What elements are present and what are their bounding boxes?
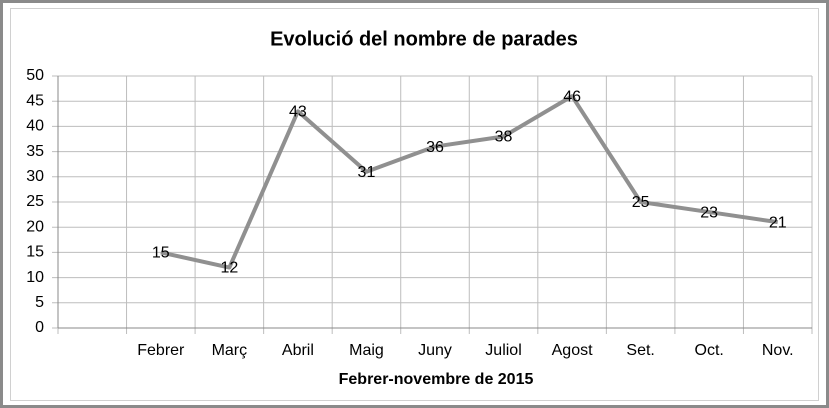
x-tick-label: Nov. [762, 342, 794, 359]
y-tick-label: 50 [26, 67, 44, 84]
chart-area [10, 8, 819, 401]
data-label: 25 [632, 194, 650, 211]
x-tick-label: Oct. [695, 342, 724, 359]
x-axis-title: Febrer-novembre de 2015 [339, 371, 534, 388]
y-tick-label: 40 [26, 118, 44, 135]
x-tick-label: Juny [418, 342, 452, 359]
x-tick-label: Abril [282, 342, 314, 359]
y-tick-label: 10 [26, 269, 44, 286]
data-label: 38 [495, 129, 513, 146]
data-label: 15 [152, 245, 170, 262]
y-tick-label: 0 [35, 319, 44, 336]
y-tick-label: 15 [26, 244, 44, 261]
x-tick-label: Set. [626, 342, 654, 359]
data-label: 43 [289, 103, 307, 120]
y-tick-label: 30 [26, 168, 44, 185]
y-tick-label: 5 [35, 294, 44, 311]
data-label: 23 [700, 204, 718, 221]
y-tick-label: 25 [26, 193, 44, 210]
x-tick-label: Juliol [485, 342, 521, 359]
data-label: 36 [426, 139, 444, 156]
x-tick-label: Agost [552, 342, 593, 359]
y-tick-label: 20 [26, 218, 44, 235]
x-tick-label: Febrer [137, 342, 185, 359]
data-label: 31 [358, 164, 376, 181]
x-tick-label: Març [212, 342, 248, 359]
data-label: 46 [563, 88, 581, 105]
line-series [160, 94, 779, 270]
x-tick-label: Maig [349, 342, 384, 359]
data-label: 12 [220, 260, 238, 277]
data-label: 21 [769, 214, 787, 231]
y-tick-label: 35 [26, 143, 44, 160]
y-tick-label: 45 [26, 92, 44, 109]
chart-title: Evolució del nombre de parades [270, 28, 578, 50]
